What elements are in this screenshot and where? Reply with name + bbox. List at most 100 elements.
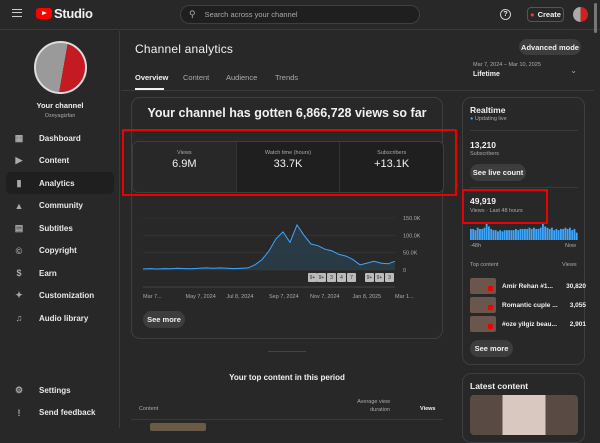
sidebar-item-dashboard[interactable]: ▦Dashboard	[6, 127, 114, 149]
realtime-bar	[540, 228, 542, 240]
x-tick-label: Mar 7...	[143, 294, 162, 300]
menu-icon[interactable]	[12, 9, 22, 17]
video-thumbnail	[470, 278, 496, 294]
sidebar-item-send-feedback[interactable]: !Send feedback	[6, 402, 114, 424]
sidebar-item-customization[interactable]: ✦Customization	[6, 285, 114, 307]
sidebar-item-audio-library[interactable]: ♫Audio library	[6, 307, 114, 329]
sidebar-item-content[interactable]: ▶Content	[6, 150, 114, 172]
see-live-count-button[interactable]: See live count	[470, 164, 526, 181]
video-marker[interactable]: 9+	[308, 273, 317, 282]
highlight-box-metrics	[122, 129, 457, 196]
top-content-label: Top content	[470, 262, 498, 268]
account-avatar[interactable]	[573, 7, 588, 22]
subscribers-label: Subscribers	[470, 151, 499, 157]
realtime-bar	[551, 228, 553, 240]
realtime-bar	[529, 228, 531, 240]
realtime-bar	[547, 228, 549, 240]
realtime-see-more-button[interactable]: See more	[470, 340, 513, 357]
realtime-bar	[499, 230, 501, 240]
sidebar: Your channel Ozeyagizfan ▦Dashboard▶Cont…	[0, 31, 120, 428]
realtime-bar	[504, 230, 506, 240]
realtime-bar	[475, 230, 477, 240]
chevron-down-icon: ⌄	[570, 66, 577, 75]
x-tick-label: Nov 7, 2024	[310, 294, 340, 300]
realtime-bar	[486, 224, 488, 240]
top-content-item[interactable]: Amir Rehan #1...30,820	[470, 278, 586, 294]
realtime-bar	[567, 229, 569, 240]
col-views[interactable]: Views	[420, 406, 436, 412]
search-input[interactable]: ⚲ Search across your channel	[180, 5, 420, 24]
video-marker[interactable]: 9+	[317, 273, 326, 282]
y-tick-label: 150.0K	[403, 216, 421, 222]
realtime-bar	[571, 230, 573, 240]
content-thumbnail[interactable]	[150, 423, 206, 431]
y-tick-label: 100.0K	[403, 233, 421, 239]
channel-avatar[interactable]	[34, 41, 87, 94]
realtime-status: ● Updating live	[470, 116, 507, 122]
realtime-bar	[488, 226, 490, 240]
subtitles-icon: ▤	[12, 223, 26, 234]
magic-wand-icon: ✦	[12, 290, 26, 301]
realtime-bar	[493, 230, 495, 240]
x-tick-label: Sep 7, 2024	[269, 294, 299, 300]
realtime-bar	[553, 230, 555, 240]
realtime-bar	[544, 226, 546, 240]
realtime-bar	[574, 229, 576, 240]
video-thumbnail	[470, 316, 496, 332]
realtime-bar	[533, 228, 535, 240]
help-icon[interactable]: ?	[500, 9, 511, 20]
channel-handle: Ozeyagizfan	[0, 113, 120, 119]
tab-overview[interactable]: Overview	[135, 73, 168, 82]
dollar-icon: $	[12, 268, 26, 278]
highlight-box-realtime	[462, 189, 548, 224]
realtime-bar	[470, 229, 472, 240]
x-tick-label: Jul 8, 2024	[226, 294, 253, 300]
date-range-picker[interactable]: Mar 7, 2024 – Mar 10, 2025 Lifetime ⌄	[473, 62, 583, 84]
realtime-bar	[535, 229, 537, 240]
sidebar-item-copyright[interactable]: ©Copyright	[6, 240, 114, 262]
advanced-mode-button[interactable]: Advanced mode	[519, 39, 581, 55]
see-more-button[interactable]: See more	[143, 311, 185, 328]
logo-text: Studio	[54, 6, 93, 21]
realtime-bar	[477, 228, 479, 240]
realtime-bar	[522, 229, 524, 240]
search-icon: ⚲	[189, 9, 196, 20]
analytics-icon: ▮	[12, 178, 26, 189]
video-marker[interactable]: 9+	[365, 273, 374, 282]
tab-audience[interactable]: Audience	[226, 73, 257, 82]
video-thumbnail	[470, 297, 496, 313]
realtime-bar	[497, 231, 499, 240]
realtime-bar	[538, 229, 540, 240]
realtime-bar	[506, 230, 508, 240]
audio-library-icon: ♫	[12, 313, 26, 323]
realtime-bar	[515, 229, 517, 240]
latest-content-thumbnail[interactable]	[470, 395, 578, 435]
page-title: Channel analytics	[135, 42, 233, 56]
tab-content[interactable]: Content	[183, 73, 209, 82]
realtime-bar	[560, 229, 562, 240]
sidebar-item-analytics[interactable]: ▮Analytics	[6, 172, 114, 194]
create-button[interactable]: ●Create	[527, 7, 564, 22]
top-content-item[interactable]: #oze yilgiz beau...2,901	[470, 316, 586, 332]
video-marker[interactable]: 3	[327, 273, 336, 282]
realtime-bar	[549, 229, 551, 240]
realtime-bar	[511, 230, 513, 240]
realtime-bar	[481, 229, 483, 240]
sidebar-item-subtitles[interactable]: ▤Subtitles	[6, 217, 114, 239]
realtime-bar	[495, 230, 497, 240]
realtime-bar	[502, 231, 504, 240]
sidebar-item-earn[interactable]: $Earn	[6, 262, 114, 284]
realtime-bar	[576, 233, 578, 240]
top-content-item[interactable]: Romantic cuple ...3,055	[470, 297, 586, 313]
video-marker[interactable]: 3	[385, 273, 394, 282]
video-marker[interactable]: 7	[347, 273, 356, 282]
youtube-logo-icon[interactable]	[36, 8, 52, 19]
sidebar-item-community[interactable]: ▲Community	[6, 195, 114, 217]
sidebar-item-settings[interactable]: ⚙Settings	[6, 379, 114, 401]
content-icon: ▶	[12, 155, 26, 166]
video-marker[interactable]: 4	[337, 273, 346, 282]
video-marker[interactable]: 9+	[375, 273, 384, 282]
col-avg-duration: Average view duration	[345, 398, 390, 414]
tab-trends[interactable]: Trends	[275, 73, 298, 82]
scrollbar[interactable]	[594, 3, 597, 33]
